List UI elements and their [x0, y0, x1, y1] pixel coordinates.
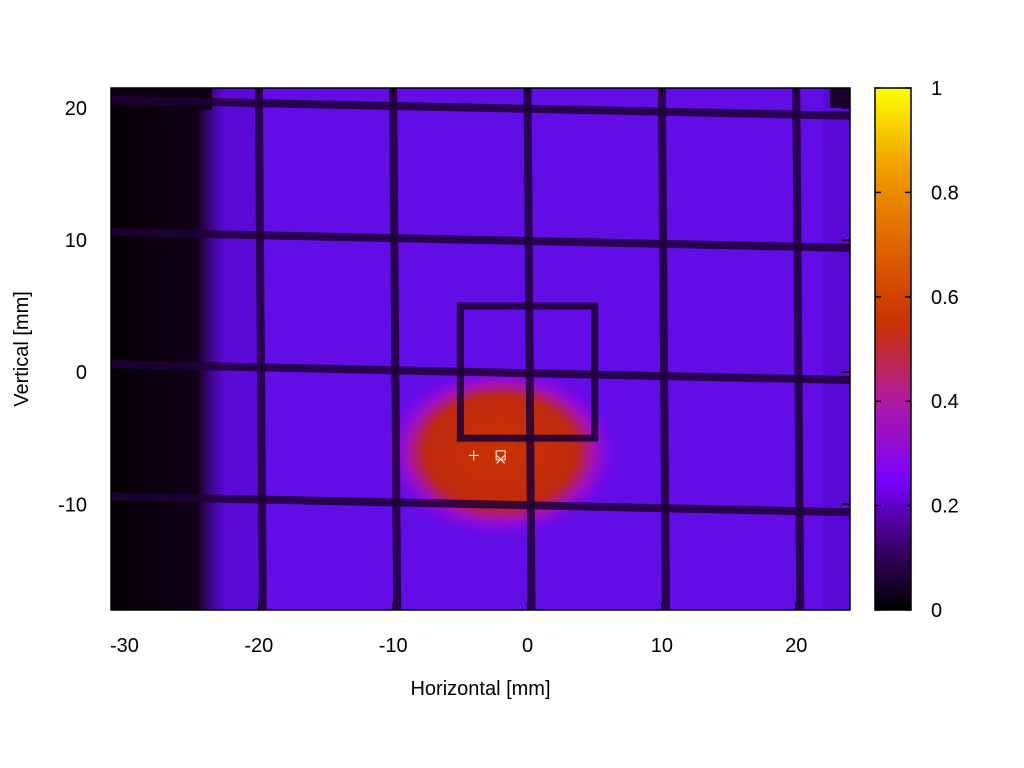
grid-shadow-vertical [523, 88, 536, 610]
grid-shadow-vertical [389, 88, 402, 610]
colorbar-tick-label: 0.6 [931, 287, 959, 309]
plot-frame [110, 87, 851, 611]
x-axis: -30 -20 -10 0 10 20 [110, 88, 807, 657]
dark-edge-region [111, 88, 226, 610]
y-tick-label: 20 [65, 98, 87, 120]
marker [496, 454, 506, 464]
y-axis: 20 10 0 -10 [58, 98, 850, 516]
colorbar-tick-label: 0.2 [931, 496, 959, 518]
x-axis-label: Horizontal [mm] [410, 678, 550, 700]
colorbar [874, 87, 912, 611]
colorbar-tick-label: 0 [931, 600, 942, 622]
dark-corner-right [829, 88, 850, 108]
x-tick-label: 10 [651, 635, 673, 657]
x-tick-label: -10 [379, 635, 408, 657]
marker [468, 450, 479, 461]
grid-shadow-horizontal [111, 95, 850, 120]
grid-shadow-horizontal [111, 360, 850, 385]
grid-shadow-vertical [792, 88, 805, 610]
grid-shadow-vertical [657, 88, 670, 610]
beam-spot [380, 363, 622, 540]
marker-group [468, 450, 506, 464]
heatmap-image [111, 88, 850, 610]
x-tick-label: 0 [522, 635, 533, 657]
colorbar-tick-label: 1 [931, 78, 942, 100]
y-tick-label: 0 [76, 362, 87, 384]
colorbar-tick-label: 0.4 [931, 391, 959, 413]
colorbar-ticks: 0 0.2 0.4 0.6 0.8 1 [875, 78, 959, 622]
x-tick-label: 20 [785, 635, 807, 657]
x-tick-label: -20 [244, 635, 273, 657]
grid-shadow-vertical [254, 88, 267, 610]
y-tick-label: -10 [58, 494, 87, 516]
y-axis-label: Vertical [mm] [11, 291, 33, 407]
colorbar-tick-label: 0.8 [931, 182, 959, 204]
grid-shadow-horizontal [111, 492, 850, 517]
inner-frame-shadow [456, 302, 599, 442]
x-tick-label: -30 [110, 635, 139, 657]
y-tick-label: 10 [65, 230, 87, 252]
grid-shadow-horizontal [111, 228, 850, 252]
